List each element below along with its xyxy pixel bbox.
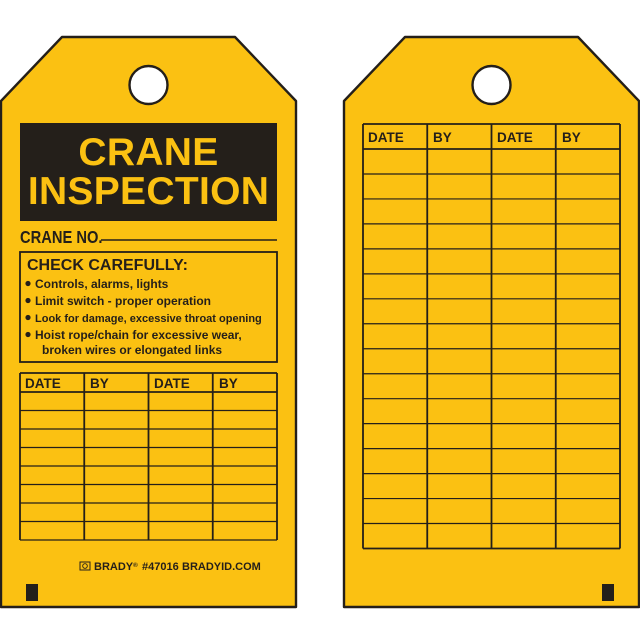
svg-text:BRADYID.COM: BRADYID.COM xyxy=(182,561,261,573)
svg-text:BY: BY xyxy=(219,376,238,391)
svg-text:DATE: DATE xyxy=(154,376,190,391)
svg-text:INSPECTION: INSPECTION xyxy=(28,170,269,213)
svg-text:CHECK CAREFULLY:: CHECK CAREFULLY: xyxy=(27,257,188,274)
svg-text:broken wires or elongated link: broken wires or elongated links xyxy=(42,343,222,357)
svg-text:BY: BY xyxy=(90,376,109,391)
svg-text:Limit switch - proper operatio: Limit switch - proper operation xyxy=(35,294,211,308)
svg-text:Hoist rope/chain for excessive: Hoist rope/chain for excessive wear, xyxy=(35,328,242,342)
svg-text:DATE: DATE xyxy=(368,130,404,145)
svg-text:BRADY: BRADY xyxy=(94,561,134,573)
svg-text:BY: BY xyxy=(562,130,581,145)
svg-text:Look for damage, excessive thr: Look for damage, excessive throat openin… xyxy=(35,313,262,325)
svg-text:Controls, alarms, lights: Controls, alarms, lights xyxy=(35,277,169,291)
svg-text:BY: BY xyxy=(433,130,452,145)
svg-text:#47016: #47016 xyxy=(142,561,179,573)
svg-text:®: ® xyxy=(133,561,138,569)
svg-text:DATE: DATE xyxy=(25,376,61,391)
svg-text:DATE: DATE xyxy=(497,130,533,145)
svg-text:CRANE NO.: CRANE NO. xyxy=(20,228,102,247)
svg-text:CRANE: CRANE xyxy=(78,131,218,174)
